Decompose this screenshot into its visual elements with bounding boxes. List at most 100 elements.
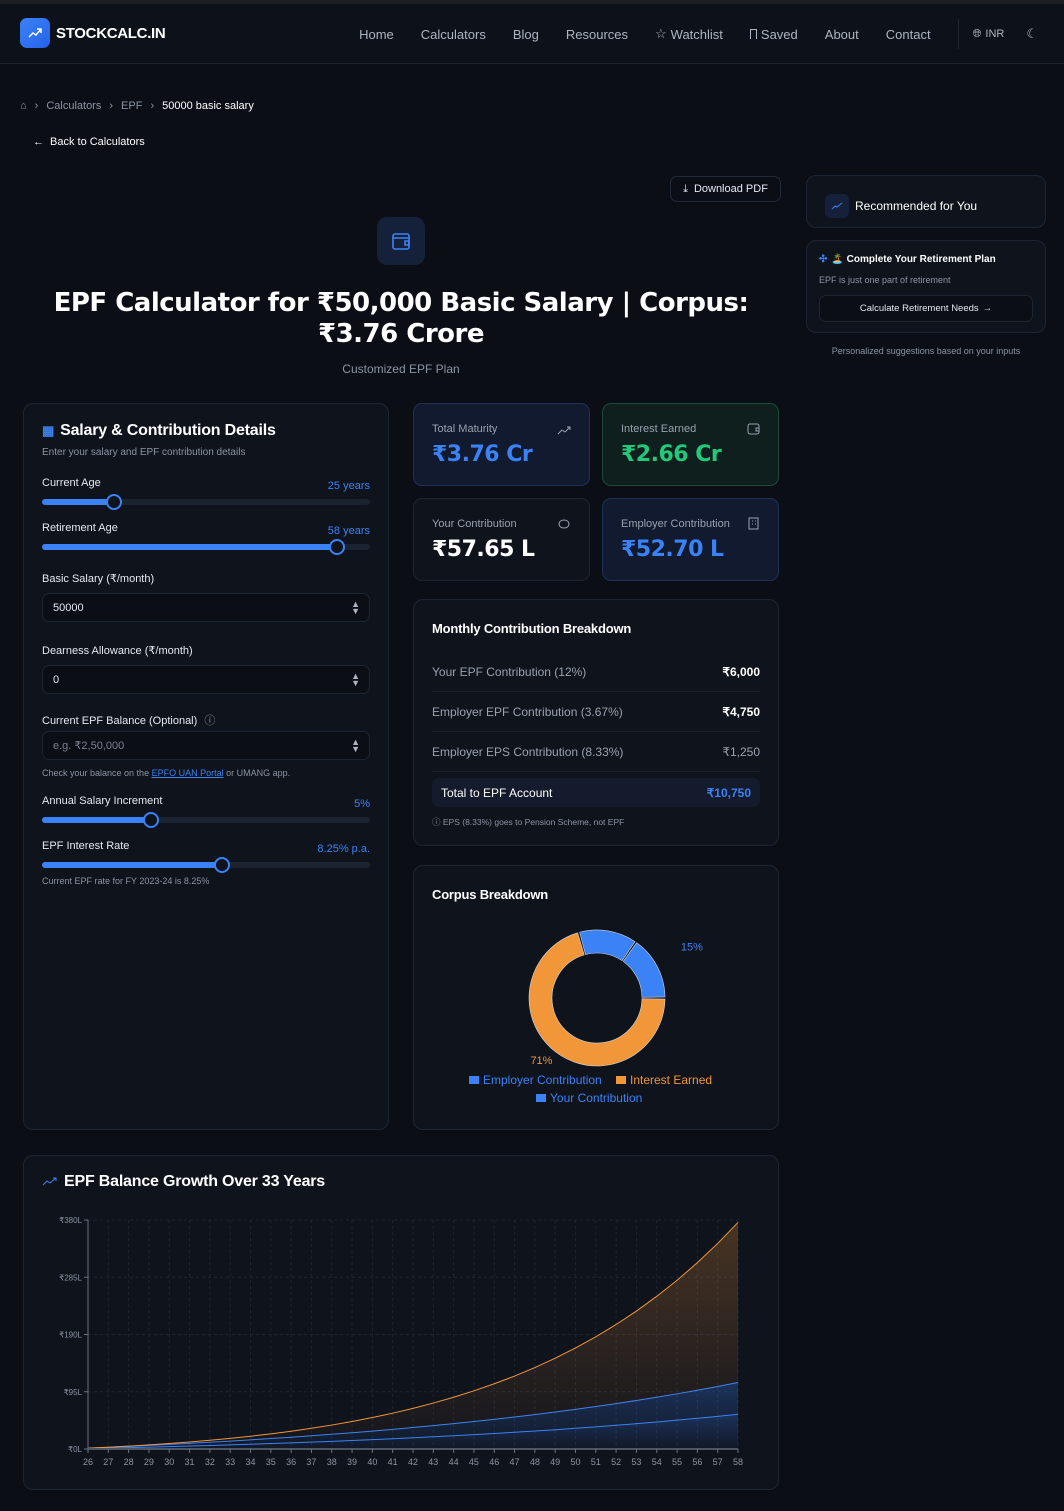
wallet-icon	[747, 422, 760, 440]
breadcrumb-epf[interactable]: EPF	[121, 100, 143, 112]
recommended-card: Recommended for You	[806, 175, 1046, 228]
nav-blog[interactable]: Blog	[512, 26, 539, 42]
stat-label: Interest Earned	[621, 423, 697, 435]
form-title-text: Salary & Contribution Details	[60, 422, 276, 439]
area-interest	[88, 1222, 738, 1449]
donut-slice-your-contribution	[622, 942, 666, 998]
currency-label: INR	[985, 28, 1005, 40]
breakdown-title: Monthly Contribution Breakdown	[432, 621, 632, 636]
basic-salary-label: Basic Salary (₹/month)	[42, 573, 155, 585]
breakdown-row: Your EPF Contribution (12%) ₹6,000	[432, 652, 760, 692]
globe-icon: 🌐︎	[972, 27, 982, 40]
balance-input[interactable]: e.g. ₹2,50,000 ▲ ▼	[42, 731, 370, 760]
nav-home[interactable]: Home	[359, 26, 394, 42]
current-age-label: Current Age	[42, 477, 101, 489]
stat-value: ₹57.65 L	[432, 537, 535, 562]
trend-up-icon	[28, 28, 42, 38]
stat-label: Total Maturity	[432, 423, 498, 435]
wallet-icon	[377, 217, 425, 265]
x-tick-label: 57	[713, 1457, 723, 1467]
stat-value: ₹52.70 L	[621, 537, 724, 562]
slider-thumb[interactable]	[105, 494, 122, 510]
x-tick-label: 39	[347, 1457, 357, 1467]
back-to-calculators-link[interactable]: ← Back to Calculators	[33, 136, 145, 148]
home-icon[interactable]: ⌂	[20, 100, 27, 112]
button-label: Calculate Retirement Needs	[859, 303, 979, 314]
current-age-value: 25 years	[327, 480, 370, 492]
increment-label: Annual Salary Increment	[42, 795, 163, 807]
calculate-retirement-needs-button[interactable]: Calculate Retirement Needs →	[819, 295, 1033, 322]
basic-salary-input[interactable]: 50000 ▲ ▼	[42, 593, 370, 622]
legend-employer[interactable]: Employer Contribution	[469, 1073, 602, 1087]
growth-area-chart: ₹0L ₹95L ₹190L ₹285L ₹380L 26 27 28 29 30 31 32 33 34…	[59, 1216, 743, 1467]
trend-up-icon	[42, 1173, 58, 1191]
nav-contact[interactable]: Contact	[885, 26, 931, 42]
x-tick-label: 49	[550, 1457, 560, 1467]
legend-label: Employer Contribution	[483, 1073, 602, 1087]
retirement-age-value: 58 years	[327, 525, 370, 537]
legend-your[interactable]: Your Contribution	[536, 1091, 642, 1105]
x-tick-label: 52	[611, 1457, 621, 1467]
stepper-icon[interactable]: ▲ ▼	[351, 671, 360, 688]
x-tick-label: 32	[205, 1457, 215, 1467]
info-icon: ⓘ	[432, 817, 443, 827]
nav-saved[interactable]: Saved	[749, 26, 798, 42]
plan-title: ✣ 🏝️ Complete Your Retirement Plan	[819, 254, 996, 265]
page-title: EPF Calculator for ₹50,000 Basic Salary …	[53, 288, 749, 349]
breadcrumb: ⌂ › Calculators › EPF › 50000 basic salary	[20, 100, 254, 112]
download-label: Download PDF	[693, 183, 768, 195]
plan-title-text: 🏝️ Complete Your Retirement Plan	[831, 254, 996, 265]
download-pdf-button[interactable]: ⤓ Download PDF	[670, 176, 781, 202]
sidebar-footer: Personalized suggestions based on your i…	[831, 346, 1021, 356]
retirement-plan-card: ✣ 🏝️ Complete Your Retirement Plan EPF is…	[806, 240, 1046, 333]
nav-calculators[interactable]: Calculators	[420, 26, 486, 42]
epfo-uan-portal-link[interactable]: EPFO UAN Portal	[151, 768, 224, 778]
donut-slice-employer-contribution	[579, 929, 636, 962]
slider-thumb[interactable]	[214, 857, 231, 873]
legend-interest[interactable]: Interest Earned	[616, 1073, 712, 1087]
nav-resources[interactable]: Resources	[565, 26, 628, 42]
chevron-right-icon: ›	[150, 100, 155, 112]
nav-watchlist-label: Watchlist	[670, 26, 723, 42]
breadcrumb-calculators[interactable]: Calculators	[46, 100, 102, 112]
growth-title-text: EPF Balance Growth Over 33 Years	[64, 1173, 325, 1190]
x-tick-label: 37	[306, 1457, 316, 1467]
balance-placeholder: e.g. ₹2,50,000	[53, 740, 125, 752]
back-label: Back to Calculators	[50, 136, 145, 148]
arrow-right-icon: →	[982, 303, 993, 314]
increment-slider[interactable]	[42, 812, 370, 828]
logo[interactable]	[20, 18, 50, 48]
currency-selector[interactable]: 🌐︎ INR	[973, 28, 1005, 41]
stat-your-contribution: Your Contribution ₹57.65 L	[413, 498, 590, 581]
row-value: ₹6,000	[722, 664, 760, 679]
nav-about[interactable]: About	[824, 26, 859, 42]
x-tick-label: 31	[185, 1457, 195, 1467]
y-tick-label: ₹380L	[59, 1216, 82, 1225]
retirement-age-slider[interactable]	[42, 539, 370, 555]
interest-rate-value: 8.25% p.a.	[317, 843, 370, 855]
balance-label-text: Current EPF Balance (Optional)	[42, 715, 198, 727]
info-icon[interactable]: ⓘ	[204, 715, 216, 727]
x-tick-label: 41	[388, 1457, 398, 1467]
y-tick-label: ₹0L	[68, 1445, 83, 1454]
form-title: ▦ Salary & Contribution Details	[42, 422, 276, 440]
nav-saved-label: Saved	[760, 26, 798, 42]
theme-toggle[interactable]: ☾	[1026, 26, 1038, 42]
increment-value: 5%	[354, 798, 370, 810]
x-tick-label: 56	[692, 1457, 702, 1467]
stepper-icon[interactable]: ▲ ▼	[351, 599, 360, 616]
brand-name[interactable]: STOCKCALC.IN	[56, 25, 166, 42]
interest-rate-slider[interactable]	[42, 857, 370, 873]
slider-thumb[interactable]	[329, 539, 346, 555]
building-icon	[747, 517, 760, 535]
donut-label: 15%	[681, 942, 703, 954]
nav-watchlist[interactable]: ☆ Watchlist	[655, 26, 723, 42]
row-label: Employer EPF Contribution (3.67%)	[432, 704, 623, 719]
da-input[interactable]: 0 ▲ ▼	[42, 665, 370, 694]
stepper-icon[interactable]: ▲ ▼	[351, 737, 360, 754]
stat-interest-earned: Interest Earned ₹2.66 Cr	[602, 403, 779, 486]
current-age-slider[interactable]	[42, 494, 370, 510]
eps-note-text: EPS (8.33%) goes to Pension Scheme, not …	[442, 817, 625, 827]
slider-thumb[interactable]	[143, 812, 160, 828]
line-interest	[87, 1222, 739, 1449]
